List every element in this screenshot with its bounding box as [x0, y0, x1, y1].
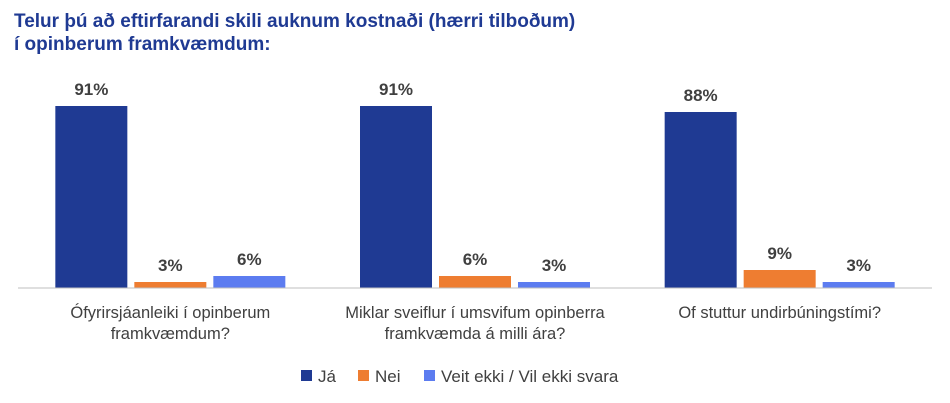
- legend-label-1: Já: [318, 367, 337, 386]
- bar-2-2: [439, 276, 511, 288]
- legend: Já Nei Veit ekki / Vil ekki svara: [301, 367, 619, 386]
- legend-swatch-1: [301, 370, 312, 381]
- chart-title: Telur þú að eftirfarandi skili auknum ko…: [14, 10, 774, 56]
- data-label-2-2: 6%: [463, 250, 488, 269]
- data-label-1-3: 6%: [237, 250, 262, 269]
- legend-swatch-2: [358, 370, 369, 381]
- data-label-2-3: 3%: [542, 256, 567, 275]
- data-label-2-1: 91%: [379, 80, 413, 99]
- data-label-1-2: 3%: [158, 256, 183, 275]
- category-labels-layer: Ófyrirsjáanleiki í opinberum framkvæmdum?…: [70, 303, 881, 343]
- legend-swatch-3: [424, 370, 435, 381]
- bar-3-2: [743, 270, 816, 288]
- category-label-1-line-2: framkvæmdum?: [111, 325, 230, 343]
- category-label-2-line-2: framkvæmda á milli ára?: [385, 325, 566, 343]
- bar-3-1: [664, 112, 737, 288]
- bar-1-1: [55, 106, 128, 288]
- bar-1-2: [134, 282, 207, 288]
- data-label-3-3: 3%: [846, 256, 871, 275]
- chart-title-line-1: Telur þú að eftirfarandi skili auknum ko…: [14, 11, 576, 32]
- data-label-3-1: 88%: [684, 86, 718, 105]
- bar-2-3: [518, 282, 590, 288]
- data-label-1-1: 91%: [74, 80, 108, 99]
- bar-2-1: [360, 106, 432, 288]
- category-label-1-line-1: Ófyrirsjáanleiki í opinberum: [70, 303, 270, 322]
- legend-label-3: Veit ekki / Vil ekki svara: [441, 367, 619, 386]
- category-label-2-line-1: Miklar sveiflur í umsvifum opinberra: [345, 304, 605, 322]
- chart-title-line-2: í opinberum framkvæmdum:: [14, 34, 271, 55]
- bar-1-3: [213, 276, 286, 288]
- bar-3-3: [822, 282, 895, 288]
- data-label-3-2: 9%: [767, 244, 792, 263]
- bars-layer: [55, 106, 895, 288]
- category-label-3-line-1: Of stuttur undirbúningstími?: [678, 304, 881, 322]
- value-labels-layer: 91% 3% 6% 91% 6% 3% 88% 9% 3%: [74, 80, 871, 275]
- legend-label-2: Nei: [375, 367, 401, 386]
